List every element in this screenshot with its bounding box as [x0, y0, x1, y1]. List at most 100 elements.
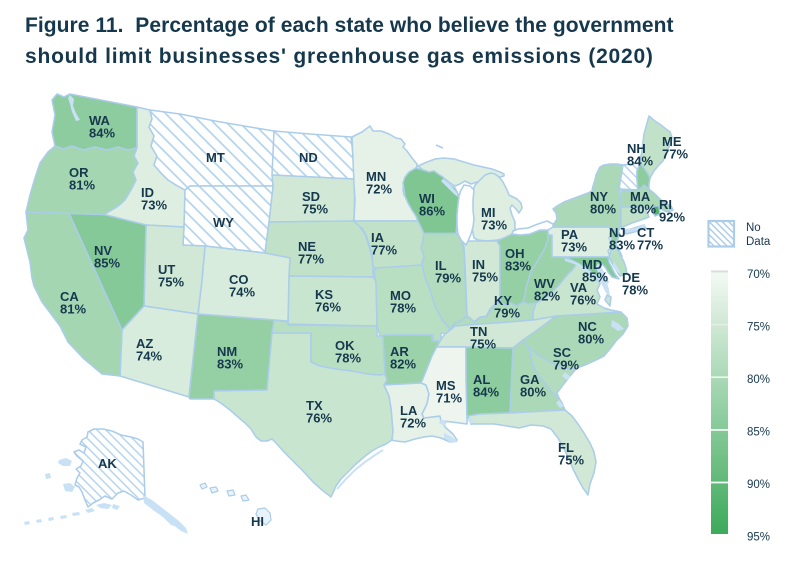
svg-text:MT: MT: [206, 150, 225, 165]
svg-text:81%: 81%: [60, 302, 86, 317]
svg-text:76%: 76%: [306, 411, 332, 426]
svg-text:NH: NH: [627, 141, 646, 156]
svg-text:79%: 79%: [494, 306, 520, 321]
svg-text:GA: GA: [520, 372, 540, 387]
svg-text:MD: MD: [582, 257, 602, 272]
svg-text:74%: 74%: [136, 349, 162, 364]
svg-text:71%: 71%: [436, 391, 462, 406]
svg-text:85%: 85%: [94, 256, 120, 271]
svg-text:79%: 79%: [553, 358, 579, 373]
svg-text:ID: ID: [141, 185, 154, 200]
svg-text:SC: SC: [553, 345, 572, 360]
svg-text:TX: TX: [306, 398, 323, 413]
svg-text:FL: FL: [558, 440, 574, 455]
svg-text:77%: 77%: [662, 147, 688, 162]
svg-text:82%: 82%: [390, 357, 416, 372]
svg-text:WI: WI: [419, 191, 435, 206]
svg-text:80%: 80%: [747, 374, 770, 386]
svg-text:KY: KY: [494, 293, 512, 308]
svg-text:CT: CT: [637, 225, 654, 240]
svg-text:VA: VA: [570, 280, 588, 295]
svg-text:85%: 85%: [747, 427, 770, 439]
svg-text:IN: IN: [472, 257, 485, 272]
svg-text:78%: 78%: [390, 301, 416, 316]
svg-text:72%: 72%: [400, 416, 426, 431]
svg-text:75%: 75%: [472, 270, 498, 285]
svg-text:85%: 85%: [582, 270, 608, 285]
svg-text:AL: AL: [473, 372, 490, 387]
svg-text:LA: LA: [400, 403, 418, 418]
svg-text:72%: 72%: [366, 182, 392, 197]
svg-text:NV: NV: [94, 243, 112, 258]
svg-text:83%: 83%: [505, 259, 531, 274]
svg-text:MA: MA: [630, 189, 651, 204]
svg-text:MI: MI: [481, 205, 495, 220]
svg-text:NJ: NJ: [609, 225, 626, 240]
svg-text:HI: HI: [251, 514, 264, 529]
svg-text:84%: 84%: [627, 154, 653, 169]
svg-text:RI: RI: [659, 197, 672, 212]
svg-text:IL: IL: [435, 258, 447, 273]
svg-text:SD: SD: [302, 189, 320, 204]
svg-text:78%: 78%: [335, 351, 361, 366]
svg-text:MS: MS: [436, 378, 456, 393]
svg-text:84%: 84%: [473, 385, 499, 400]
svg-text:75%: 75%: [470, 337, 496, 352]
svg-text:86%: 86%: [419, 204, 445, 219]
svg-text:75%: 75%: [558, 453, 584, 468]
svg-text:75%: 75%: [158, 275, 184, 290]
svg-text:OH: OH: [505, 246, 525, 261]
svg-text:ME: ME: [662, 134, 682, 149]
svg-text:74%: 74%: [229, 285, 255, 300]
svg-text:83%: 83%: [609, 238, 635, 253]
svg-text:76%: 76%: [315, 300, 341, 315]
svg-text:77%: 77%: [298, 252, 324, 267]
svg-text:AZ: AZ: [136, 336, 153, 351]
svg-text:UT: UT: [158, 262, 175, 277]
svg-text:92%: 92%: [659, 210, 685, 225]
svg-text:79%: 79%: [435, 271, 461, 286]
svg-text:73%: 73%: [141, 198, 167, 213]
svg-text:75%: 75%: [747, 322, 770, 334]
svg-text:73%: 73%: [481, 218, 507, 233]
svg-text:76%: 76%: [570, 293, 596, 308]
svg-text:PA: PA: [561, 227, 579, 242]
svg-text:AK: AK: [98, 456, 117, 471]
svg-text:80%: 80%: [630, 202, 656, 217]
svg-text:78%: 78%: [622, 283, 648, 298]
svg-text:MO: MO: [390, 288, 411, 303]
svg-text:Data: Data: [746, 236, 771, 248]
svg-text:CO: CO: [229, 272, 249, 287]
svg-text:WA: WA: [89, 113, 111, 128]
svg-text:CA: CA: [60, 289, 79, 304]
svg-text:80%: 80%: [578, 332, 604, 347]
svg-text:NC: NC: [578, 319, 597, 334]
svg-text:82%: 82%: [534, 289, 560, 304]
svg-text:WY: WY: [213, 215, 234, 230]
svg-text:95%: 95%: [747, 532, 770, 544]
svg-text:NE: NE: [298, 239, 316, 254]
svg-text:DE: DE: [622, 270, 640, 285]
svg-text:OR: OR: [69, 165, 89, 180]
svg-text:77%: 77%: [371, 243, 397, 258]
svg-text:IA: IA: [371, 230, 385, 245]
svg-text:83%: 83%: [217, 357, 243, 372]
svg-text:80%: 80%: [520, 385, 546, 400]
svg-text:84%: 84%: [89, 126, 115, 141]
svg-text:KS: KS: [315, 287, 333, 302]
svg-text:90%: 90%: [747, 479, 770, 491]
svg-text:NY: NY: [590, 189, 608, 204]
svg-text:75%: 75%: [302, 202, 328, 217]
svg-text:73%: 73%: [561, 240, 587, 255]
svg-text:70%: 70%: [747, 269, 770, 281]
svg-text:NM: NM: [217, 344, 237, 359]
svg-text:77%: 77%: [637, 238, 663, 253]
svg-text:MN: MN: [366, 169, 386, 184]
svg-text:80%: 80%: [590, 202, 616, 217]
svg-text:OK: OK: [335, 338, 355, 353]
svg-text:81%: 81%: [69, 178, 95, 193]
svg-text:TN: TN: [470, 324, 487, 339]
svg-text:ND: ND: [299, 150, 318, 165]
svg-text:AR: AR: [390, 344, 409, 359]
svg-text:No: No: [746, 222, 761, 234]
